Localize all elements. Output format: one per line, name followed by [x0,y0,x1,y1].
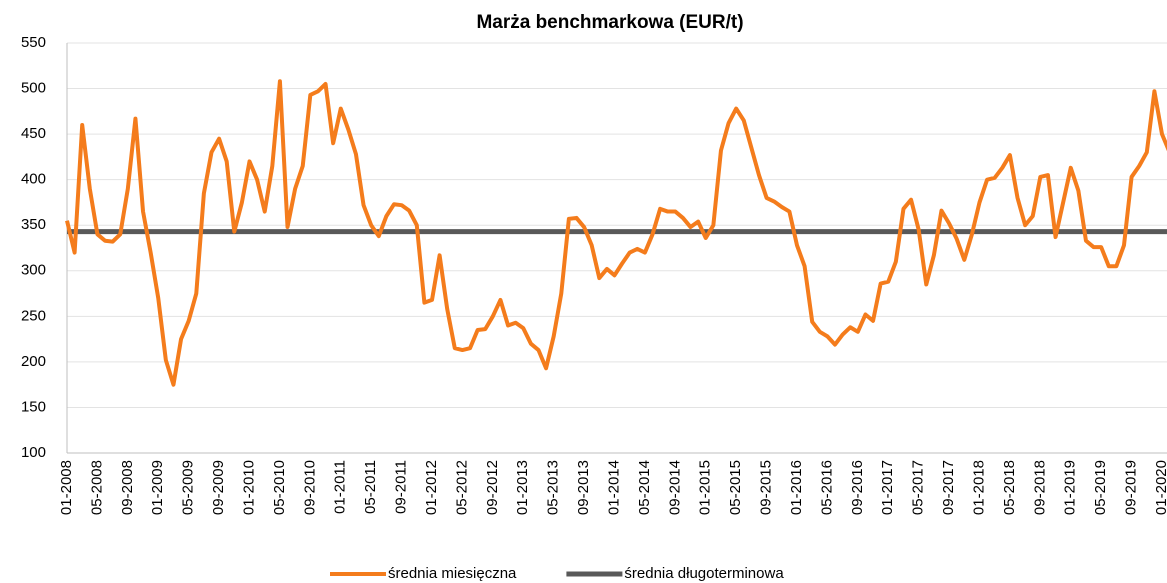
x-tick-label: 01-2018 [970,460,987,515]
x-tick-label: 01-2013 [514,460,531,515]
x-tick-label: 05-2017 [910,460,927,515]
x-tick-label: 09-2019 [1123,460,1140,515]
x-tick-label: 01-2019 [1062,460,1079,515]
x-tick-label: 09-2014 [666,460,683,515]
line-series [65,79,1167,387]
x-tick-label: 05-2010 [271,460,288,515]
x-tick-label: 05-2016 [818,460,835,515]
x-tick-label: 01-2017 [879,460,896,515]
y-tick-label: 350 [21,216,46,233]
y-tick-label: 450 [21,125,46,142]
x-tick-label: 05-2011 [362,460,379,514]
x-tick-label: 09-2013 [575,460,592,515]
x-tick-label: 01-2012 [423,460,440,515]
x-tick-label: 09-2011 [393,460,410,514]
x-tick-label: 01-2016 [788,460,805,515]
x-tick-label: 09-2012 [484,460,501,515]
y-tick-label: 500 [21,80,46,97]
x-tick-label: 01-2008 [58,460,75,515]
x-tick-label: 05-2018 [1001,460,1018,515]
chart-title: Marża benchmarkowa (EUR/t) [476,12,743,33]
x-tick-label: 05-2013 [545,460,562,515]
x-tick-label: 05-2019 [1092,460,1109,515]
x-tick-label: 09-2010 [301,460,318,515]
x-tick-label: 09-2015 [758,460,775,515]
x-tick-label: 09-2017 [940,460,957,515]
plot-area [65,79,1167,387]
y-tick-label: 550 [21,34,46,51]
x-tick-label: 01-2009 [149,460,166,515]
y-tick-label: 250 [21,307,46,324]
legend-label: średnia miesięczna [388,565,517,582]
x-tick-label: 01-2020 [1153,460,1167,515]
x-tick-label: 09-2009 [210,460,227,515]
x-tick-label: 05-2009 [180,460,197,515]
x-tick-label: 01-2015 [697,460,714,515]
x-tick-label: 09-2008 [119,460,136,515]
x-tick-label: 01-2010 [240,460,257,515]
x-tick-label: 05-2012 [453,460,470,515]
x-tick-label: 01-2011 [332,460,349,514]
x-tick-label: 01-2014 [605,460,622,515]
x-tick-label: 09-2018 [1031,460,1048,515]
y-tick-label: 100 [21,444,46,461]
x-tick-label: 09-2016 [849,460,866,515]
legend-label: średnia długoterminowa [624,565,784,582]
x-tick-label: 05-2008 [88,460,105,515]
y-tick-label: 400 [21,171,46,188]
y-tick-label: 200 [21,353,46,370]
x-tick-label: 05-2014 [636,460,653,515]
x-tick-label: 05-2015 [727,460,744,515]
y-tick-label: 300 [21,262,46,279]
y-tick-label: 150 [21,398,46,415]
